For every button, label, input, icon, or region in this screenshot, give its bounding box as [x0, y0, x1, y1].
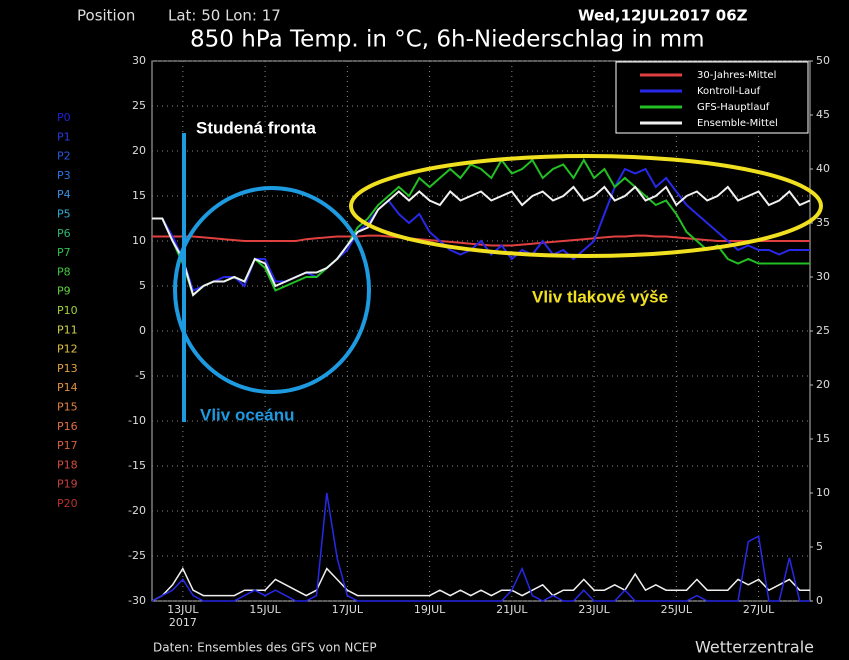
x-tick-label: 15JUL: [249, 603, 281, 616]
location-label: Lat: 50 Lon: 17: [168, 7, 281, 25]
y-tick-label: 25: [132, 99, 146, 112]
x-tick-label: 19JUL: [414, 603, 446, 616]
x-tick-label: 17JUL: [332, 603, 364, 616]
y-tick-label: -20: [128, 504, 146, 517]
y-tick-label: -15: [128, 459, 146, 472]
series-line: [152, 157, 810, 297]
member-label: P16: [57, 420, 78, 433]
member-label: P11: [57, 323, 78, 336]
y2-tick-label: 5: [816, 540, 823, 553]
y-tick-label: 0: [139, 324, 146, 337]
member-label: P1: [57, 130, 71, 143]
y-tick-label: -10: [128, 414, 146, 427]
series-line: [152, 185, 811, 297]
y2-tick-label: 15: [816, 432, 830, 445]
position-label: Position: [77, 7, 135, 25]
member-label: P13: [57, 362, 78, 375]
legend-label: Kontroll-Lauf: [697, 86, 761, 97]
x-tick-label: 13JUL: [167, 603, 199, 616]
member-label: P14: [57, 381, 78, 394]
run-label: Wed,12JUL2017 06Z: [578, 7, 748, 25]
legend: 30-Jahres-Mittel Kontroll-Lauf GFS-Hauptla…: [615, 61, 809, 134]
y-tick-label: -25: [128, 549, 146, 562]
y2-tick-label: 45: [816, 108, 830, 121]
member-label: P17: [57, 439, 78, 452]
legend-label: 30-Jahres-Mittel: [697, 70, 776, 81]
member-label: P2: [57, 150, 71, 163]
member-label: P8: [57, 265, 71, 278]
ocean-annotation: Vliv oceánu: [200, 405, 294, 424]
member-label: P4: [57, 188, 71, 201]
series-line: [152, 234, 810, 247]
x-tick-label: 21JUL: [496, 603, 528, 616]
member-label: P7: [57, 246, 71, 259]
member-label: P18: [57, 458, 78, 471]
y-tick-label: 20: [132, 144, 146, 157]
y-tick-label: 5: [139, 279, 146, 292]
member-label: P0: [57, 111, 71, 124]
chart-title: 850 hPa Temp. in °C, 6h-Niederschlag in …: [190, 27, 705, 53]
year-label: 2017: [169, 616, 197, 629]
member-label: P10: [57, 304, 78, 317]
legend-label: GFS-Hauptlauf: [697, 102, 770, 113]
series-line: [152, 167, 810, 292]
y2-tick-label: 50: [816, 54, 830, 67]
y-tick-label: -5: [135, 369, 146, 382]
high-ellipse: [349, 154, 823, 258]
y2-tick-label: 35: [816, 216, 830, 229]
y-tick-label: -30: [128, 594, 146, 607]
y-tick-label: 10: [132, 234, 146, 247]
series-line: [151, 567, 810, 602]
member-label: P5: [57, 208, 71, 221]
member-label: P3: [57, 169, 71, 182]
series-line: [151, 492, 810, 602]
x-tick-label: 27JUL: [743, 603, 775, 616]
member-label: P19: [57, 478, 78, 491]
source-label: Daten: Ensembles des GFS von NCEP: [153, 641, 377, 655]
y-tick-label: 30: [132, 54, 146, 67]
y2-tick-label: 0: [816, 594, 823, 607]
brand-label: Wetterzentrale: [695, 638, 814, 657]
member-label: P6: [57, 227, 71, 240]
y2-tick-label: 20: [816, 378, 830, 391]
x-tick-label: 25JUL: [661, 603, 693, 616]
front-annotation: Studená fronta: [196, 118, 316, 137]
y2-tick-label: 40: [816, 162, 830, 175]
ocean-circle: [173, 186, 371, 394]
x-tick-label: 23JUL: [578, 603, 610, 616]
high-annotation: Vliv tlakové výše: [532, 287, 668, 306]
y2-tick-label: 30: [816, 270, 830, 283]
y2-tick-label: 25: [816, 324, 830, 337]
member-label: P9: [57, 285, 71, 298]
legend-label: Ensemble-Mittel: [697, 118, 778, 129]
member-label: P15: [57, 401, 78, 414]
member-label: P20: [57, 497, 78, 510]
member-label: P12: [57, 343, 78, 356]
y2-tick-label: 10: [816, 486, 830, 499]
y-tick-label: 15: [132, 189, 146, 202]
member-list: P0 P1 P2 P3 P4 P5 P6 P7 P8 P9 P10 P11 P12 P13 P14 P15 P1…: [57, 111, 78, 510]
